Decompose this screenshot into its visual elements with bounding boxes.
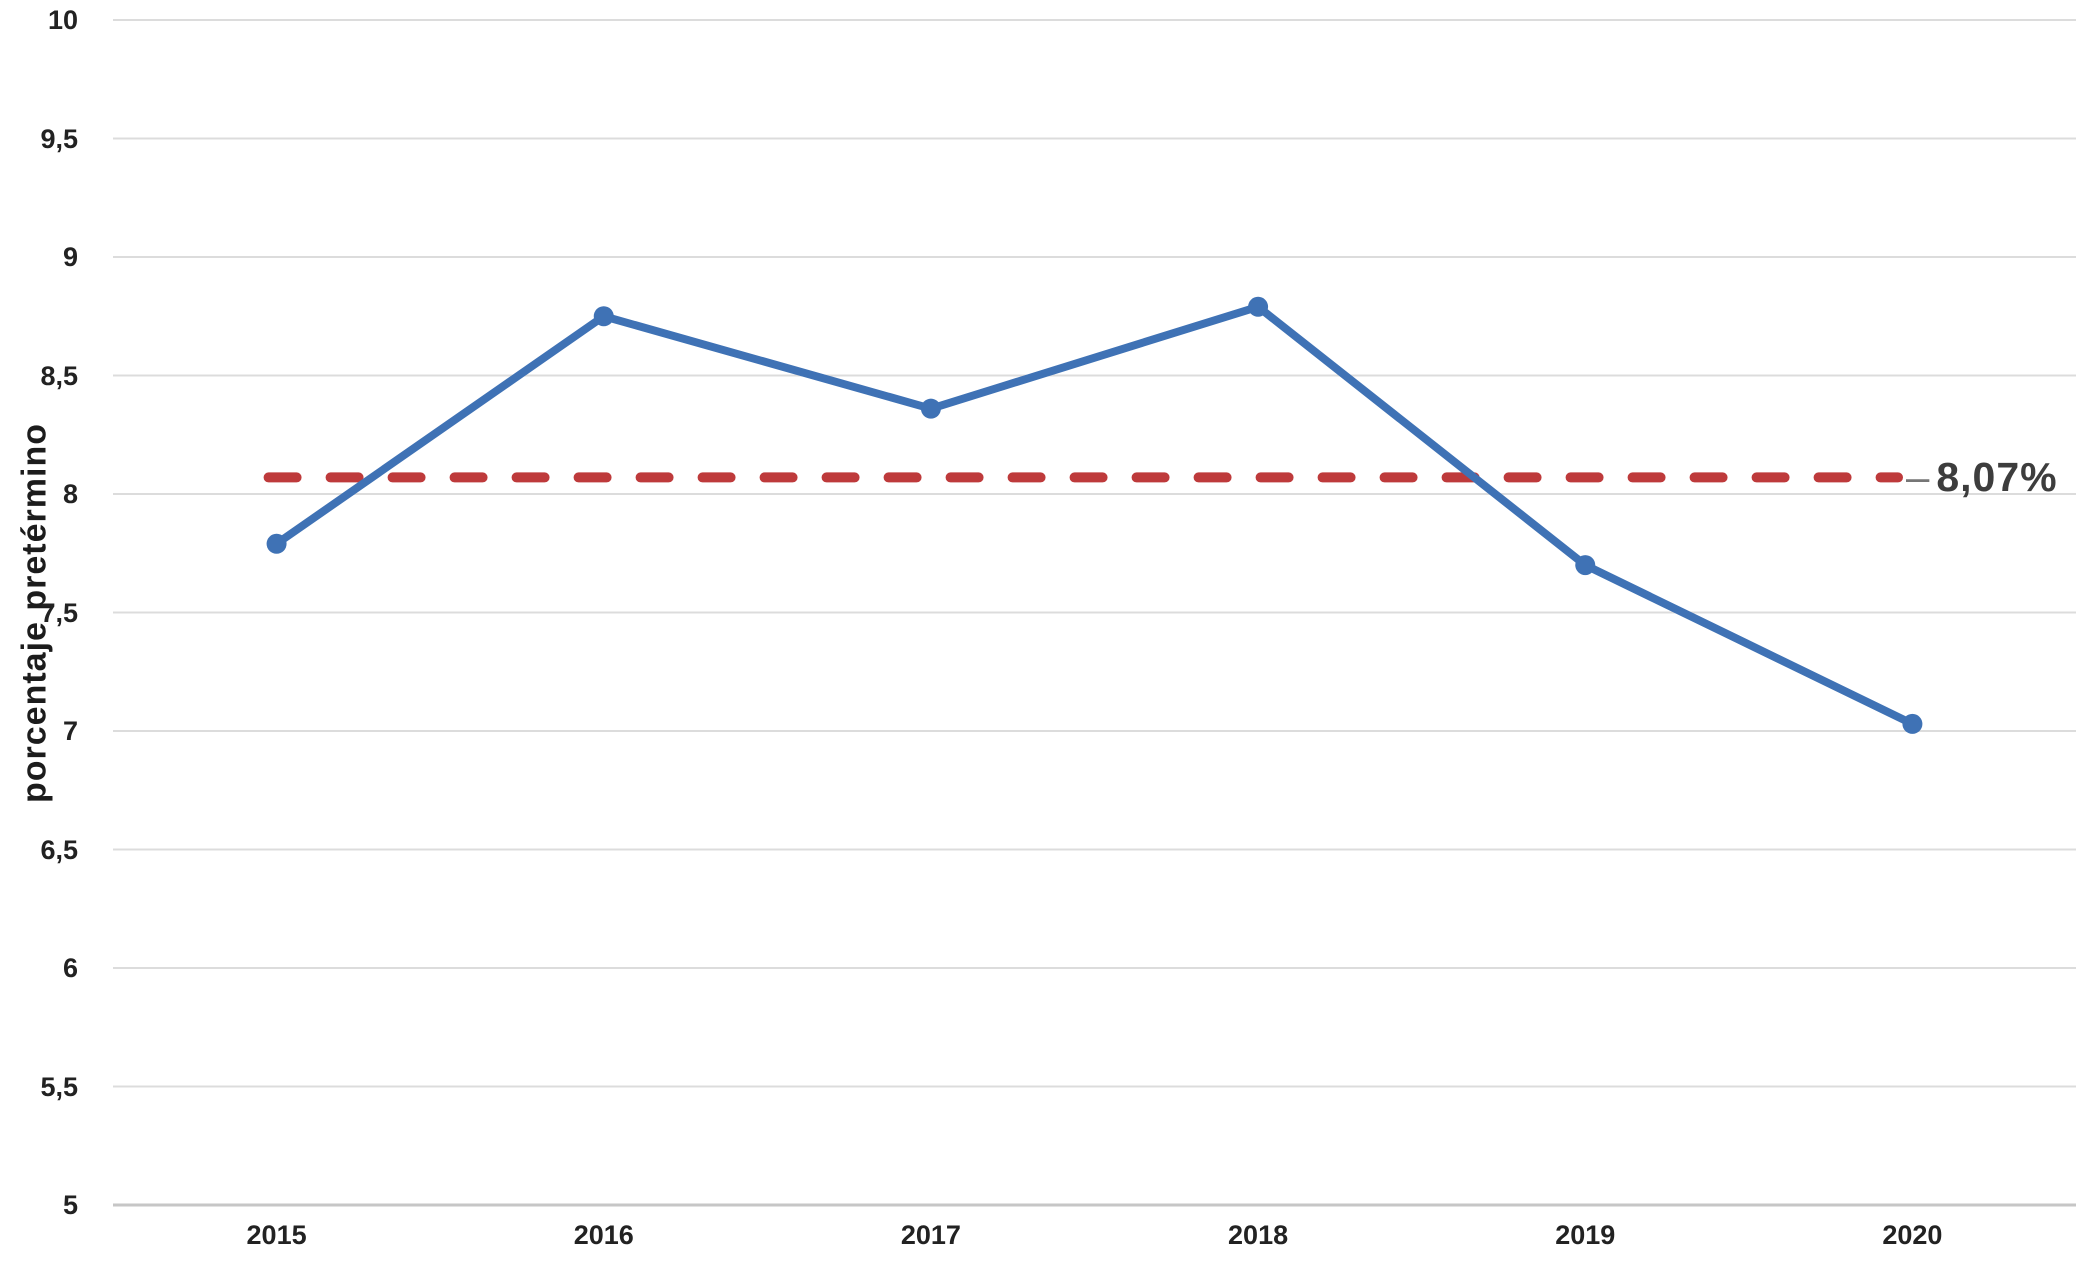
x-tick-label: 2017 xyxy=(900,1220,961,1250)
x-tick-label: 2015 xyxy=(246,1220,307,1250)
y-tick-label: 7,5 xyxy=(40,597,78,628)
reference-label-dash: – xyxy=(1906,453,1930,501)
data-point-marker xyxy=(1902,713,1923,734)
data-point-marker xyxy=(920,398,941,419)
x-tick-label: 2020 xyxy=(1882,1220,1943,1250)
x-tick-label: 2019 xyxy=(1555,1220,1616,1250)
y-tick-label: 7 xyxy=(62,716,78,746)
y-tick-label: 8 xyxy=(62,479,78,509)
y-tick-label: 8,5 xyxy=(40,360,78,391)
data-point-marker xyxy=(1575,555,1596,576)
reference-line-label: – 8,07% xyxy=(1906,456,2058,498)
y-tick-label: 9,5 xyxy=(40,123,78,154)
data-point-marker xyxy=(1248,296,1269,317)
x-tick-label: 2016 xyxy=(573,1220,634,1250)
data-point-marker xyxy=(593,306,614,327)
data-point-marker xyxy=(266,533,287,554)
y-tick-label: 5,5 xyxy=(40,1071,78,1102)
y-tick-label: 6 xyxy=(62,953,78,983)
data-line xyxy=(272,302,1917,728)
y-tick-label: 9 xyxy=(62,242,78,272)
y-tick-label: 6,5 xyxy=(40,834,78,865)
y-tick-label: 5 xyxy=(62,1190,78,1220)
reference-label-value: 8,07% xyxy=(1936,453,2058,500)
y-tick-label: 10 xyxy=(47,5,78,35)
x-tick-label: 2018 xyxy=(1228,1220,1289,1250)
